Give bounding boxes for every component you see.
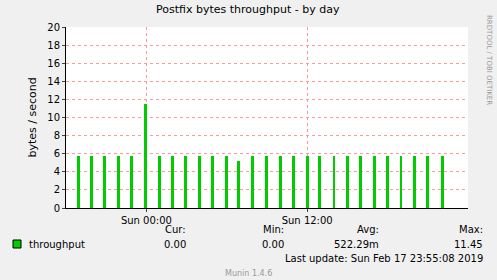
svg-text:bytes / second: bytes / second [26,77,39,157]
svg-text:12: 12 [47,94,60,105]
svg-text:16: 16 [47,58,60,69]
svg-text:10: 10 [47,112,60,123]
svg-text:Max:: Max: [459,224,483,235]
svg-text:RRDTOOL / TOBI OETIKER: RRDTOOL / TOBI OETIKER [485,15,493,105]
svg-text:Sun 12:00: Sun 12:00 [282,215,333,226]
svg-text:Last update: Sun Feb 17 23:55:: Last update: Sun Feb 17 23:55:08 2019 [285,253,483,264]
svg-text:0.00: 0.00 [164,239,186,250]
svg-text:Postfix bytes throughput - by: Postfix bytes throughput - by day [156,3,340,16]
svg-text:522.29m: 522.29m [334,239,379,250]
svg-text:throughput: throughput [29,239,85,250]
svg-text:6: 6 [54,148,60,159]
svg-text:20: 20 [47,22,60,33]
svg-text:Avg:: Avg: [357,224,379,235]
svg-text:Cur:: Cur: [165,224,186,235]
svg-text:14: 14 [47,76,60,87]
svg-text:0.00: 0.00 [262,239,284,250]
svg-text:Min:: Min: [263,224,284,235]
svg-text:4: 4 [54,166,60,177]
svg-text:Munin 1.4.6: Munin 1.4.6 [225,269,272,278]
svg-text:Sun 00:00: Sun 00:00 [121,215,172,226]
svg-text:8: 8 [54,130,60,141]
svg-text:11.45: 11.45 [454,239,483,250]
svg-text:2: 2 [54,184,60,195]
svg-text:18: 18 [47,40,60,51]
svg-text:0: 0 [54,203,60,214]
